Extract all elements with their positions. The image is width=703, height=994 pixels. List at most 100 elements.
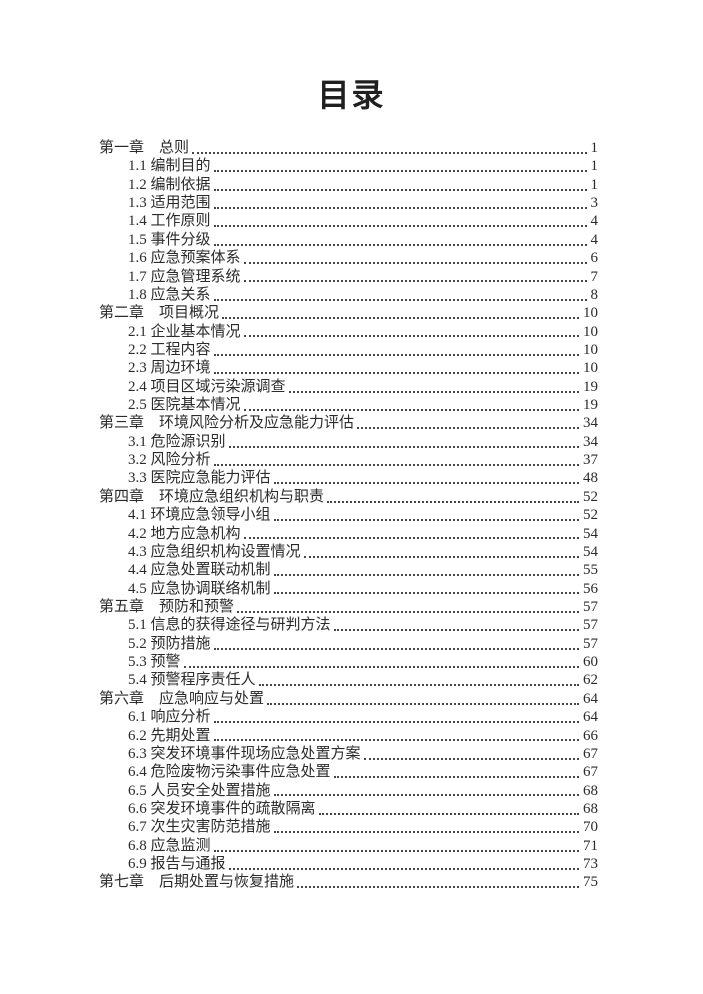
toc-entry[interactable]: 6.8 应急监测 71 xyxy=(99,837,598,855)
toc-entry[interactable]: 1.5 事件分级 4 xyxy=(99,231,598,249)
dot-leader xyxy=(273,818,579,834)
toc-entry[interactable]: 4.1 环境应急领导小组 52 xyxy=(99,506,598,524)
dot-leader xyxy=(183,653,579,668)
toc-entry-page: 66 xyxy=(583,727,598,744)
toc-entry-label: 4.5 应急协调联络机制 xyxy=(128,580,271,597)
toc-entry[interactable]: 5.1 信息的获得途径与研判方法 57 xyxy=(99,616,598,634)
toc-entry[interactable]: 3.3 医院应急能力评估 48 xyxy=(99,469,598,487)
toc-entry-page: 57 xyxy=(583,617,598,634)
toc-entry-page: 6 xyxy=(590,250,599,267)
toc-entry-page: 62 xyxy=(583,672,598,689)
toc-entry[interactable]: 5.4 预警程序责任人 62 xyxy=(99,671,598,689)
toc-entry-label: 4.2 地方应急机构 xyxy=(128,525,241,542)
toc-entry-label: 1.3 适用范围 xyxy=(128,195,211,212)
toc-entry-page: 19 xyxy=(583,378,598,395)
toc-entry-label: 第二章 项目概况 xyxy=(99,305,220,322)
toc-entry[interactable]: 5.2 预防措施 57 xyxy=(99,635,598,653)
toc-entry-page: 4 xyxy=(590,213,599,230)
toc-entry[interactable]: 2.4 项目区域污染源调查 19 xyxy=(99,378,598,396)
toc-entry[interactable]: 5.3 预警 60 xyxy=(99,653,598,671)
toc-entry-page: 34 xyxy=(583,415,598,432)
toc-entry[interactable]: 3.1 危险源识别 34 xyxy=(99,433,598,451)
toc-entry-page: 55 xyxy=(583,562,598,579)
dot-leader xyxy=(213,176,587,191)
toc-entry[interactable]: 第二章 项目概况 10 xyxy=(99,304,598,322)
toc-entry-page: 19 xyxy=(583,397,598,414)
toc-entry-label: 3.3 医院应急能力评估 xyxy=(128,470,271,487)
toc-entry-label: 6.7 次生灾害防范措施 xyxy=(128,819,271,836)
dot-leader xyxy=(213,194,587,209)
toc-entry-label: 1.5 事件分级 xyxy=(128,231,211,248)
toc-entry-page: 67 xyxy=(583,745,598,762)
toc-entry-label: 3.1 危险源识别 xyxy=(128,433,226,450)
toc-entry-page: 71 xyxy=(583,837,598,854)
toc-entry-label: 6.6 突发环境事件的疏散隔离 xyxy=(128,800,316,817)
dot-leader xyxy=(228,433,579,448)
dot-leader xyxy=(243,525,579,540)
toc-entry[interactable]: 6.7 次生灾害防范措施 70 xyxy=(99,818,598,836)
toc-entry-page: 1 xyxy=(590,140,599,156)
toc-entry[interactable]: 6.4 危险废物污染事件应急处置 67 xyxy=(99,763,598,781)
toc-entry-page: 68 xyxy=(583,800,598,817)
dot-leader xyxy=(222,304,579,320)
toc-entry-label: 1.7 应急管理系统 xyxy=(128,268,241,285)
toc-entry[interactable]: 4.5 应急协调联络机制 56 xyxy=(99,580,598,598)
toc-entry[interactable]: 4.4 应急处置联动机制 55 xyxy=(99,561,598,579)
dot-leader xyxy=(213,359,579,375)
toc-entry[interactable]: 6.5 人员安全处置措施 68 xyxy=(99,782,598,800)
dot-leader xyxy=(363,745,579,760)
toc-entry[interactable]: 1.2 编制依据 1 xyxy=(99,176,598,194)
toc-entry[interactable]: 第五章 预防和预警 57 xyxy=(99,598,598,616)
toc-entry-page: 52 xyxy=(583,507,598,524)
toc-entry[interactable]: 1.1 编制目的 1 xyxy=(99,157,598,175)
toc-entry[interactable]: 2.5 医院基本情况 19 xyxy=(99,396,598,414)
toc-entry-label: 6.8 应急监测 xyxy=(128,837,211,854)
toc-entry-page: 48 xyxy=(583,470,598,487)
toc-entry-label: 4.1 环境应急领导小组 xyxy=(128,507,271,524)
dot-leader xyxy=(228,855,579,870)
toc-entry[interactable]: 2.1 企业基本情况 10 xyxy=(99,323,598,341)
toc-list: 第一章 总则 1 1.1 编制目的 1 1.2 编制依据 1 1.3 适用范围 … xyxy=(99,139,598,892)
dot-leader xyxy=(213,727,579,742)
toc-entry[interactable]: 4.2 地方应急机构 54 xyxy=(99,525,598,543)
toc-entry-page: 54 xyxy=(583,525,598,542)
toc-entry[interactable]: 6.3 突发环境事件现场应急处置方案 67 xyxy=(99,745,598,763)
toc-entry[interactable]: 6.1 响应分析 64 xyxy=(99,708,598,726)
toc-entry-label: 2.2 工程内容 xyxy=(128,341,211,358)
toc-entry[interactable]: 第三章 环境风险分析及应急能力评估 34 xyxy=(99,414,598,432)
toc-entry-label: 2.5 医院基本情况 xyxy=(128,397,241,414)
toc-entry[interactable]: 2.3 周边环境 10 xyxy=(99,359,598,377)
toc-entry-page: 8 xyxy=(590,286,599,303)
toc-entry-label: 6.3 突发环境事件现场应急处置方案 xyxy=(128,745,361,762)
toc-entry-label: 第五章 预防和预警 xyxy=(99,598,235,615)
dot-leader xyxy=(213,231,587,246)
toc-entry[interactable]: 1.7 应急管理系统 7 xyxy=(99,268,598,286)
toc-entry[interactable]: 3.2 风险分析 37 xyxy=(99,451,598,469)
toc-entry[interactable]: 第一章 总则 1 xyxy=(99,139,598,157)
toc-entry-label: 第三章 环境风险分析及应急能力评估 xyxy=(99,415,355,432)
toc-entry[interactable]: 第六章 应急响应与处置 64 xyxy=(99,690,598,708)
toc-entry-page: 54 xyxy=(583,543,598,560)
dot-leader xyxy=(243,268,587,283)
dot-leader xyxy=(267,690,579,705)
dot-leader xyxy=(237,598,579,613)
toc-entry[interactable]: 第七章 后期处置与恢复措施 75 xyxy=(99,873,598,891)
toc-entry-page: 64 xyxy=(583,709,598,726)
toc-entry[interactable]: 6.9 报告与通报 73 xyxy=(99,855,598,873)
toc-entry-page: 10 xyxy=(583,305,598,322)
toc-entry[interactable]: 6.2 先期处置 66 xyxy=(99,727,598,745)
toc-entry-label: 1.2 编制依据 xyxy=(128,176,211,193)
toc-entry-page: 1 xyxy=(590,176,599,193)
toc-entry[interactable]: 1.3 适用范围 3 xyxy=(99,194,598,212)
toc-entry[interactable]: 第四章 环境应急组织机构与职责 52 xyxy=(99,488,598,506)
toc-entry[interactable]: 1.4 工作原则 4 xyxy=(99,212,598,230)
toc-entry[interactable]: 1.8 应急关系 8 xyxy=(99,286,598,304)
toc-entry[interactable]: 4.3 应急组织机构设置情况 54 xyxy=(99,543,598,561)
dot-leader xyxy=(258,671,579,687)
toc-entry-label: 6.9 报告与通报 xyxy=(128,856,226,873)
toc-entry[interactable]: 6.6 突发环境事件的疏散隔离 68 xyxy=(99,800,598,818)
toc-entry[interactable]: 1.6 应急预案体系 6 xyxy=(99,249,598,267)
toc-entry-label: 第七章 后期处置与恢复措施 xyxy=(99,874,295,891)
toc-entry[interactable]: 2.2 工程内容 10 xyxy=(99,341,598,359)
